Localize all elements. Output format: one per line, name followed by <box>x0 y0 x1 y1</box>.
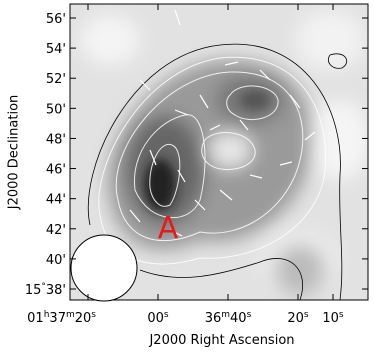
annotation: A <box>158 211 179 246</box>
y-tick-label: 50' <box>46 102 66 117</box>
beam <box>70 234 138 302</box>
polarization-vectors <box>129 9 316 237</box>
y-tick-label: 46' <box>46 163 66 178</box>
y-tick-label: 44' <box>46 193 66 208</box>
x-axis-title: J2000 Right Ascension <box>148 333 294 348</box>
y-tick-label: 48' <box>46 132 66 147</box>
sky-image <box>70 4 368 300</box>
y-tick-label: 54' <box>46 42 66 57</box>
frame <box>69 3 369 301</box>
x-tick-label: 01h37m20s <box>27 310 96 326</box>
y-tick-label: 40' <box>46 253 66 268</box>
y-tick-label: 56' <box>46 12 66 27</box>
contours <box>98 56 327 265</box>
y-tick-label: 42' <box>46 223 66 238</box>
contours-outer <box>87 43 347 300</box>
x-tick-label: 36m40s <box>205 310 252 326</box>
y-tick-label: 52' <box>46 72 66 87</box>
x-tick-label: 20s <box>287 310 309 326</box>
y-tick-label: 15°38' <box>25 282 66 298</box>
y-axis-title: J2000 Declination <box>7 95 22 211</box>
x-tick-label: 10s <box>322 310 344 326</box>
x-tick-label: 00s <box>147 310 169 326</box>
